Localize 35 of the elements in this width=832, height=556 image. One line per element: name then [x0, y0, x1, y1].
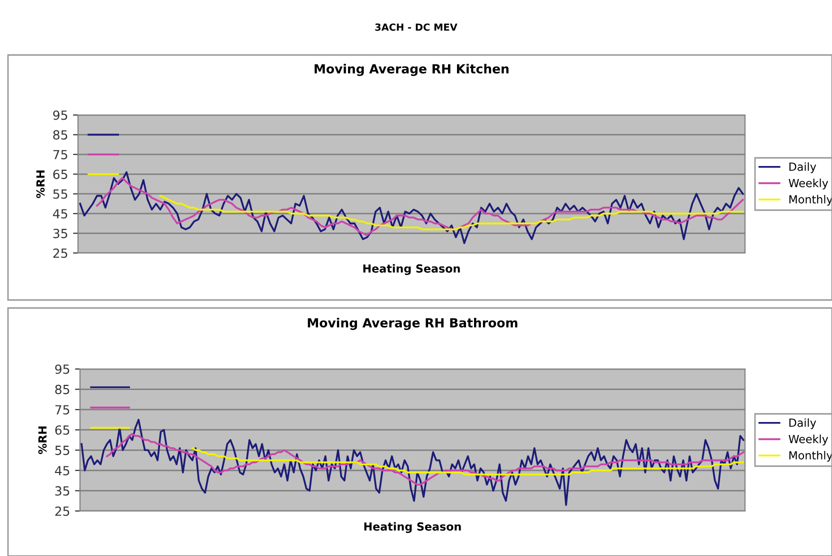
- y-axis-title: %RH: [38, 426, 47, 454]
- y-tick-label: 65: [55, 425, 70, 435]
- legend-label: Weekly: [788, 434, 828, 446]
- y-tick-label: 75: [55, 405, 70, 414]
- chart-title: Moving Average RH Bathroom: [308, 318, 518, 330]
- y-tick-label: 65: [53, 170, 68, 180]
- line-series: [79, 171, 744, 244]
- y-tick-label: 35: [53, 228, 68, 238]
- y-tick-label: 25: [53, 248, 68, 258]
- line-series: [106, 433, 744, 486]
- y-tick-label: 75: [53, 150, 68, 160]
- text: 3ACH - DC MEV: [375, 23, 458, 31]
- y-tick-label: 25: [55, 506, 70, 516]
- legend-label: Weekly: [788, 178, 828, 190]
- legend-label: Monthly: [789, 194, 832, 206]
- y-tick-label: 85: [53, 130, 68, 140]
- y-tick-label: 55: [53, 189, 68, 199]
- line-series: [192, 447, 744, 476]
- legend-label: Daily: [789, 418, 816, 430]
- y-tick-label: 35: [55, 486, 70, 496]
- y-tick-label: 85: [55, 384, 70, 394]
- legend-label: Monthly: [789, 450, 832, 462]
- legend-label: Daily: [789, 162, 816, 174]
- y-tick-label: 95: [53, 110, 68, 120]
- y-tick-label: 45: [52, 209, 68, 218]
- line-series: [159, 194, 744, 230]
- y-tick-label: 55: [55, 446, 70, 456]
- line-series: [80, 418, 744, 506]
- y-axis-title: %RH: [36, 170, 45, 198]
- y-tick-label: 95: [55, 364, 70, 374]
- y-tick-label: 45: [54, 466, 70, 476]
- x-axis-title: Heating Season: [363, 264, 460, 275]
- line-series: [96, 177, 744, 236]
- chart-title: Moving Average RH Kitchen: [314, 64, 508, 76]
- x-axis-title: Heating Season: [364, 522, 461, 533]
